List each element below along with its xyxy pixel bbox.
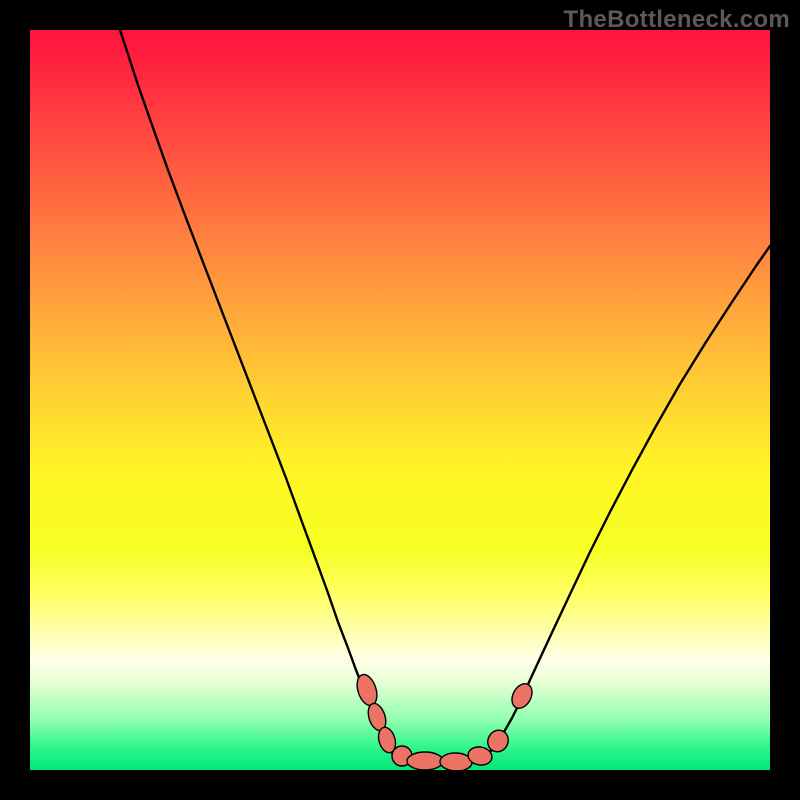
chart-stage: TheBottleneck.com (0, 0, 800, 800)
chart-svg (0, 0, 800, 800)
attribution-label: TheBottleneck.com (564, 6, 790, 34)
curve-marker (407, 752, 443, 770)
chart-background (30, 30, 770, 770)
